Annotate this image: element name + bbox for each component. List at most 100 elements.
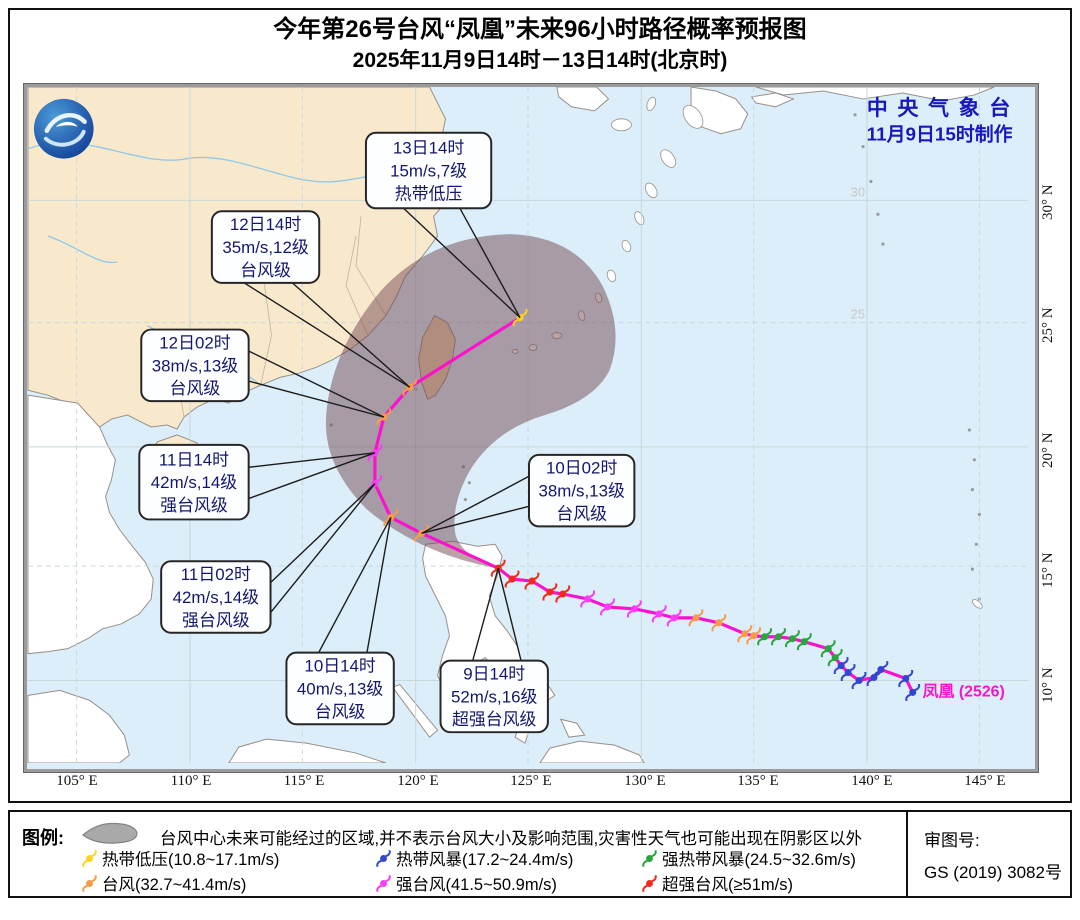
legend-item-label: 台风(32.7~41.4m/s) xyxy=(102,876,247,894)
callout-box xyxy=(528,453,636,528)
legend-item: 超强台风(≥51m/s) xyxy=(642,871,793,895)
cma-logo xyxy=(33,98,94,159)
lon-tick-label: 115° E xyxy=(283,773,325,789)
callout-leader-layer xyxy=(243,207,530,661)
legend-item-label: 热带低压(10.8~17.1m/s) xyxy=(102,851,280,869)
lon-tick-label: 125° E xyxy=(510,773,552,789)
islet-dot xyxy=(881,242,885,246)
cone-legend-text: 台风中心未来可能经过的区域,并不表示台风大小及影响范围,灾害性天气也可能出现在阴… xyxy=(160,830,863,848)
callout-box xyxy=(138,443,250,521)
legend-panel: 图例: 台风中心未来可能经过的区域,并不表示台风大小及影响范围,灾害性天气也可能… xyxy=(8,810,1072,898)
small-island xyxy=(606,269,617,283)
grid-inline-label-30: 30 xyxy=(851,184,865,199)
page-subtitle: 2025年11月9日14时－13日14时(北京时) xyxy=(352,49,728,72)
typhoon-category-icon xyxy=(376,849,391,867)
islet-dot xyxy=(974,542,978,546)
callout-leader xyxy=(366,517,392,653)
callout-leader xyxy=(248,380,385,418)
callout-text: 10日02时 xyxy=(546,459,617,478)
lon-tick-label: 135° E xyxy=(737,773,779,789)
callout-leader xyxy=(403,207,521,319)
lat-tick-label: 25° N xyxy=(1040,307,1056,343)
callout-leader xyxy=(291,282,411,388)
callout-text: 10日14时 xyxy=(304,657,375,676)
islet-dot xyxy=(463,497,467,502)
callout-box xyxy=(160,560,272,634)
legend-item: 强台风(41.5~50.9m/s) xyxy=(376,871,557,895)
islet-dot xyxy=(876,212,880,216)
islet-dot xyxy=(970,567,974,571)
track-layer xyxy=(367,309,921,701)
mindanao xyxy=(539,740,645,763)
callout-text: 35m/s,12级 xyxy=(222,238,308,257)
lat-tick-label: 20° N xyxy=(1040,432,1056,468)
callout-leader xyxy=(248,350,385,418)
page-title: 今年第26号台风“凤凰”未来96小时路径概率预报图 xyxy=(273,16,807,43)
lon-tick-label: 120° E xyxy=(397,773,439,789)
callout-text: 11日14时 xyxy=(159,450,229,469)
callout-text: 台风级 xyxy=(315,702,366,721)
legend-caption: 图例: xyxy=(22,828,64,848)
callout-text: 9日14时 xyxy=(463,664,525,683)
islet-dot xyxy=(467,481,471,485)
typhoon-category-icon xyxy=(376,874,391,892)
lon-tick-label: 140° E xyxy=(851,773,893,789)
callout-text: 台风级 xyxy=(240,261,291,280)
storm-name-label: 凤凰 (2526) xyxy=(923,682,1005,700)
grid-inline-label-25: 25 xyxy=(851,307,865,322)
islet-dot xyxy=(972,458,976,462)
issue-time: 11月9日15时制作 xyxy=(867,123,1013,146)
legend-item: 台风(32.7~41.4m/s) xyxy=(82,871,246,895)
callout-leader xyxy=(248,452,376,500)
islet-dot xyxy=(853,113,857,117)
callout-text: 强台风级 xyxy=(160,496,228,515)
callout-leader xyxy=(497,567,522,661)
callout-text: 12日14时 xyxy=(230,215,301,234)
typhoon-category-icon xyxy=(82,874,97,892)
lon-tick-label: 130° E xyxy=(624,773,666,789)
small-island xyxy=(634,211,645,226)
callout-text: 15m/s,7级 xyxy=(390,161,467,180)
legend-row-1: 热带低压(10.8~17.1m/s) 热带风暴(17.2~24.4m/s) 强热带风… xyxy=(10,846,900,870)
callout-text: 超强台风级 xyxy=(452,710,537,729)
typhoon-category-icon xyxy=(642,874,657,892)
callout-text: 38m/s,13级 xyxy=(538,482,624,501)
small-island xyxy=(971,599,983,609)
callout-text: 12日02时 xyxy=(159,333,230,352)
small-island xyxy=(646,96,657,111)
callout-text: 42m/s,14级 xyxy=(151,473,237,492)
legend-item-label: 热带风暴(17.2~24.4m/s) xyxy=(396,851,574,869)
malay-peninsula xyxy=(27,689,130,763)
korea-tip xyxy=(556,87,610,112)
callout-box xyxy=(364,131,493,210)
callout-text: 42m/s,14级 xyxy=(173,588,259,607)
title-block: 今年第26号台风“凤凰”未来96小时路径概率预报图 2025年11月9日14时－… xyxy=(0,14,1080,76)
callout-leader xyxy=(472,567,499,661)
callout-leader xyxy=(318,517,392,653)
visayas-2 xyxy=(559,718,586,738)
callout-text: 强台风级 xyxy=(182,611,250,630)
callout-text: 52m/s,16级 xyxy=(451,687,537,706)
map-frame: 13日14时 15m/s,7级 热带低压 12日14时 35m/s,12级 台风级 12日0… xyxy=(23,83,1039,773)
callout-box xyxy=(285,651,395,726)
probability-cone xyxy=(325,234,616,569)
shikoku xyxy=(750,92,795,108)
cone-legend-icon xyxy=(82,822,138,844)
small-island xyxy=(611,118,632,132)
callout-text: 热带低压 xyxy=(395,184,463,203)
callout-box xyxy=(210,210,321,284)
callout-text: 11日02时 xyxy=(181,565,251,584)
callout-text: 38m/s,13级 xyxy=(152,356,238,375)
islet-dot xyxy=(861,145,865,149)
callout-leader xyxy=(270,483,376,584)
legend-item-label: 强热带风暴(24.5~32.6m/s) xyxy=(662,851,856,869)
approval-label: 审图号: xyxy=(924,831,980,850)
lon-tick-label: 110° E xyxy=(170,773,212,789)
callout-text: 13日14时 xyxy=(393,139,464,158)
legend-divider xyxy=(906,812,908,896)
legend-item: 强热带风暴(24.5~32.6m/s) xyxy=(642,846,856,870)
legend-row-2: 台风(32.7~41.4m/s) 强台风(41.5~50.9m/s) 超强台风(≥5… xyxy=(10,871,900,895)
small-island xyxy=(660,149,677,168)
legend-item-label: 强台风(41.5~50.9m/s) xyxy=(396,876,557,894)
